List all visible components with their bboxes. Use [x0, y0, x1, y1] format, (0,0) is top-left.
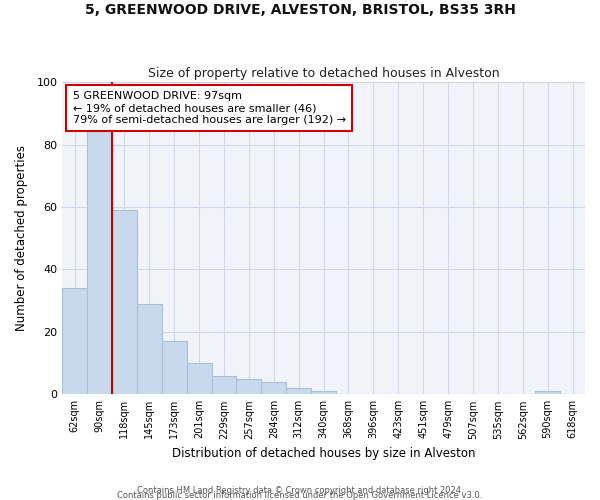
Text: 5 GREENWOOD DRIVE: 97sqm
← 19% of detached houses are smaller (46)
79% of semi-d: 5 GREENWOOD DRIVE: 97sqm ← 19% of detach…: [73, 92, 346, 124]
Bar: [311, 391, 336, 394]
Bar: [162, 341, 187, 394]
Y-axis label: Number of detached properties: Number of detached properties: [15, 145, 28, 331]
Bar: [212, 376, 236, 394]
Bar: [535, 391, 560, 394]
Bar: [62, 288, 87, 395]
Bar: [236, 378, 262, 394]
Text: 5, GREENWOOD DRIVE, ALVESTON, BRISTOL, BS35 3RH: 5, GREENWOOD DRIVE, ALVESTON, BRISTOL, B…: [85, 2, 515, 16]
Title: Size of property relative to detached houses in Alveston: Size of property relative to detached ho…: [148, 66, 499, 80]
Bar: [112, 210, 137, 394]
Bar: [87, 129, 112, 394]
Bar: [137, 304, 162, 394]
Text: Contains public sector information licensed under the Open Government Licence v3: Contains public sector information licen…: [118, 490, 482, 500]
X-axis label: Distribution of detached houses by size in Alveston: Distribution of detached houses by size …: [172, 447, 475, 460]
Text: Contains HM Land Registry data © Crown copyright and database right 2024.: Contains HM Land Registry data © Crown c…: [137, 486, 463, 495]
Bar: [286, 388, 311, 394]
Bar: [262, 382, 286, 394]
Bar: [187, 363, 212, 394]
